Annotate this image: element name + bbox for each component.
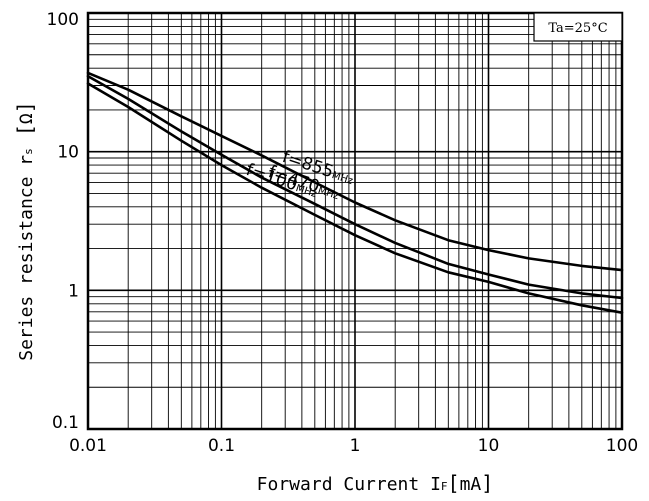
- annotation-text: Ta=25°C: [548, 21, 607, 36]
- y-tick-label: 100: [47, 10, 79, 30]
- y-tick-label: 10: [57, 143, 79, 163]
- y-axis-title-main: Series resistance: [16, 166, 37, 361]
- x-axis-title: Forward Current IF[mA]: [257, 471, 494, 495]
- x-axis-bracket-close: ]: [481, 471, 493, 495]
- y-tick-label: 1: [68, 281, 79, 301]
- y-tick-label: 0.1: [52, 413, 79, 433]
- x-axis-bracket-open: [: [448, 471, 460, 495]
- y-axis-bracket-close: ]: [13, 101, 37, 113]
- x-tick-label: 0.01: [69, 436, 107, 456]
- y-axis-title-unit: Ω: [16, 113, 37, 124]
- x-tick-labels: 0.01 0.1 1 10 100: [69, 436, 638, 456]
- x-axis-title-unit: mA: [460, 474, 482, 495]
- series-line-1: [86, 71, 624, 272]
- x-axis-title-symbol: I: [430, 474, 441, 495]
- y-axis-bracket-open: [: [13, 124, 37, 148]
- annotation-box: Ta=25°C: [533, 12, 623, 42]
- y-tick-labels: 0.1 1 10 100: [47, 10, 79, 433]
- series-line-3: [86, 82, 624, 315]
- y-axis-title-symbol: r: [16, 155, 37, 166]
- y-axis-title: Series resistance rs [Ω]: [13, 101, 37, 361]
- chart-series: [86, 71, 624, 315]
- x-tick-label: 100: [606, 436, 638, 456]
- y-axis-title-sub: s: [22, 148, 35, 155]
- x-tick-label: 1: [350, 436, 361, 456]
- x-tick-label: 0.1: [208, 436, 235, 456]
- plot-frame: [86, 11, 624, 431]
- chart-grid: [87, 13, 622, 430]
- x-axis-title-main: Forward Current: [257, 474, 430, 495]
- series-label-unit: MHz: [316, 185, 340, 202]
- series-line-2: [86, 74, 624, 300]
- x-axis-title-sub: F: [441, 480, 448, 493]
- x-tick-label: 10: [478, 436, 500, 456]
